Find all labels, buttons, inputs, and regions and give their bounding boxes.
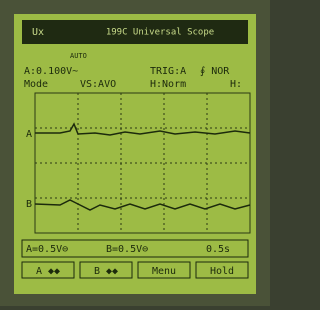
channel-label: B: [26, 199, 32, 210]
mode-status: AUTO: [70, 52, 87, 60]
readout: ∮ NOR: [200, 66, 230, 77]
softkey-label[interactable]: B ◆◆: [94, 266, 118, 277]
readout: A:0.100V~: [24, 66, 78, 77]
a-scale: A=0.5V⊖: [26, 244, 68, 255]
b-scale: B=0.5V⊖: [106, 244, 148, 255]
readout: VS:AVO: [80, 79, 116, 90]
channel-label: A: [26, 129, 32, 140]
time-scale: 0.5s: [206, 244, 230, 255]
softkey-label[interactable]: A ◆◆: [36, 266, 60, 277]
softkey-label[interactable]: Hold: [210, 266, 234, 277]
readout: TRIG:A: [150, 66, 186, 77]
brand: Ux: [32, 27, 44, 38]
readout: Mode: [24, 79, 48, 90]
readout: H:Norm: [150, 79, 186, 90]
readout: H:: [230, 79, 242, 90]
title: 199C Universal Scope: [106, 28, 214, 38]
softkey-label[interactable]: Menu: [152, 266, 176, 277]
scope-screen: Ux 199C Universal Scope AUTO A:0.100V~ T…: [0, 0, 270, 306]
